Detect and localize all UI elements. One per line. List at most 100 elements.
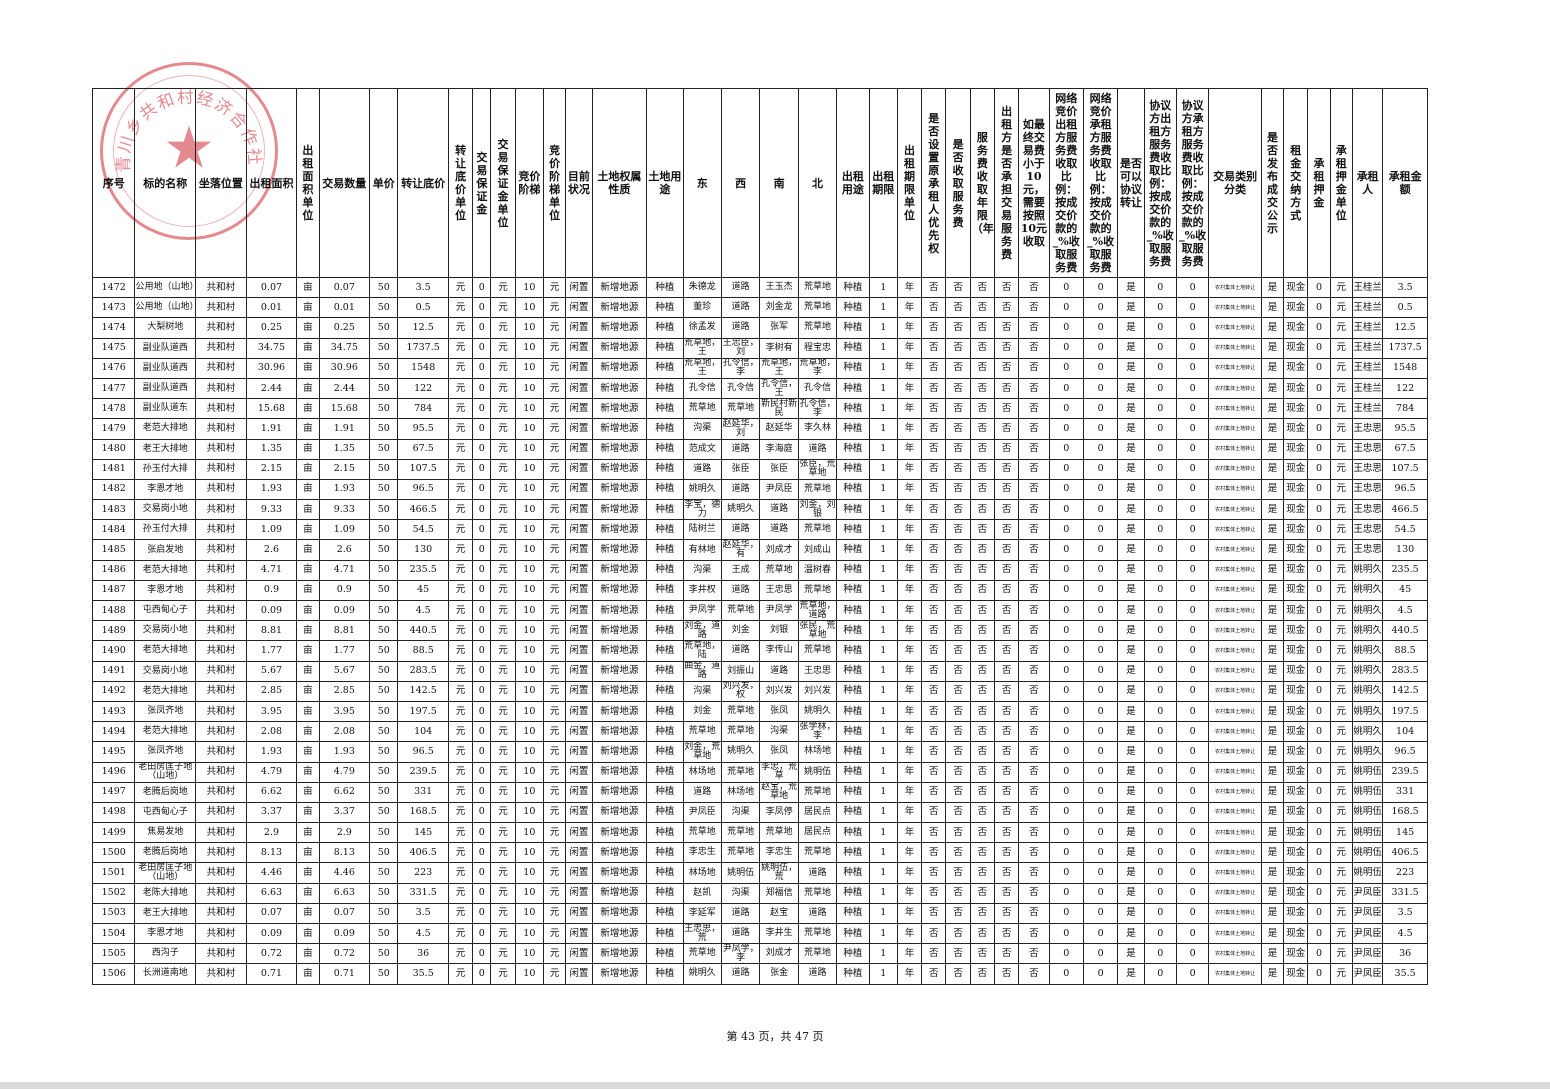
category-cell: 农村集体土地转让 <box>1208 317 1262 339</box>
name-cell: 老田房匡子地（山地） <box>134 761 197 783</box>
location-cell: 共和村 <box>195 922 247 945</box>
east-cell: 荒草地 <box>682 398 722 420</box>
agree-lessee-ratio-cell: 0 <box>1175 640 1210 662</box>
reserve-price-cell: 54.5 <box>397 519 449 541</box>
agreement-transfer-cell: 是 <box>1117 640 1145 662</box>
rent-use-cell: 种植 <box>836 902 870 925</box>
quantity-cell: 2.85 <box>318 680 371 702</box>
online-lessor-ratio-cell: 0 <box>1048 317 1084 339</box>
west-cell: 沟渠 <box>720 801 761 824</box>
west-cell: 道路 <box>720 519 761 541</box>
north-cell: 荒草地 <box>797 478 838 501</box>
east-cell: 尹凤臣 <box>682 801 722 824</box>
category-cell: 农村集体土地转让 <box>1208 579 1262 602</box>
land-use-cell: 种植 <box>646 781 684 803</box>
term-unit-cell: 年 <box>896 579 923 602</box>
east-cell: 董珍 <box>682 297 722 319</box>
status-cell: 闲置 <box>565 458 593 480</box>
bid-step-unit-cell: 元 <box>542 478 567 501</box>
priority-cell: 否 <box>921 943 947 965</box>
publish-result-cell: 是 <box>1260 781 1285 803</box>
south-cell: 李忠，荒草 <box>759 761 799 783</box>
term-cell: 1 <box>868 317 898 339</box>
reserve-unit-cell: 元 <box>447 276 474 299</box>
term-cell: 1 <box>868 781 898 803</box>
lessee-cell: 姚明久 <box>1351 559 1384 581</box>
area-cell: 6.63 <box>245 882 298 904</box>
east-cell: 李井权 <box>682 579 722 602</box>
lease-deposit-unit-cell: 元 <box>1329 418 1353 440</box>
header-cell: 协议方出租方服务费收取比例：按成交价款的_%收取服务费 <box>1143 88 1177 278</box>
north-cell: 荒草地 <box>797 781 838 803</box>
area-cell: 2.44 <box>245 377 298 400</box>
deposit-unit-cell: 元 <box>490 539 516 561</box>
agreement-transfer-cell: 是 <box>1117 478 1145 501</box>
reserve-unit-cell: 元 <box>447 882 474 904</box>
amount-cell: 1737.5 <box>1382 337 1428 359</box>
seq-cell: 1481 <box>91 458 136 480</box>
agree-lessor-ratio-cell: 0 <box>1143 822 1177 844</box>
category-cell: 农村集体土地转让 <box>1208 822 1262 844</box>
name-cell: 李恩才地 <box>134 922 197 945</box>
north-cell: 王忠思 <box>797 660 838 682</box>
area-unit-cell: 亩 <box>296 680 320 702</box>
online-lessee-ratio-cell: 0 <box>1082 579 1119 602</box>
lease-deposit-unit-cell: 元 <box>1329 539 1353 561</box>
min-fee-cell: 否 <box>1018 620 1050 642</box>
online-lessee-ratio-cell: 0 <box>1082 801 1119 824</box>
ownership-cell: 新增地源 <box>591 539 648 561</box>
agree-lessor-ratio-cell: 0 <box>1143 478 1177 501</box>
quantity-cell: 34.75 <box>318 337 371 359</box>
west-cell: 荒草地 <box>720 822 761 844</box>
reserve-unit-cell: 元 <box>447 963 474 985</box>
term-cell: 1 <box>868 761 898 783</box>
min-fee-cell: 否 <box>1018 963 1050 985</box>
lessee-cell: 王桂兰 <box>1351 377 1384 400</box>
online-lessee-ratio-cell: 0 <box>1082 680 1119 702</box>
location-cell: 共和村 <box>195 438 247 460</box>
east-cell: 荒草地，王 <box>682 337 722 359</box>
area-cell: 2.9 <box>245 822 298 844</box>
ownership-cell: 新增地源 <box>591 680 648 702</box>
ownership-cell: 新增地源 <box>591 943 648 965</box>
west-cell: 道路 <box>720 902 761 925</box>
term-unit-cell: 年 <box>896 700 923 723</box>
lease-deposit-cell: 0 <box>1307 700 1331 723</box>
agree-lessor-ratio-cell: 0 <box>1143 700 1177 723</box>
reserve-unit-cell: 元 <box>447 680 474 702</box>
area-cell: 1.91 <box>245 418 298 440</box>
rent-use-cell: 种植 <box>836 963 870 985</box>
quantity-cell: 3.95 <box>318 700 371 723</box>
rent-use-cell: 种植 <box>836 620 870 642</box>
publish-result-cell: 是 <box>1260 922 1285 945</box>
online-lessor-ratio-cell: 0 <box>1048 721 1084 743</box>
reserve-price-cell: 67.5 <box>397 438 449 460</box>
header-cell: 土地权属性质 <box>591 88 648 278</box>
amount-cell: 130 <box>1382 539 1428 561</box>
agree-lessee-ratio-cell: 0 <box>1175 337 1210 359</box>
term-unit-cell: 年 <box>896 640 923 662</box>
bid-step-unit-cell: 元 <box>542 862 567 884</box>
online-lessor-ratio-cell: 0 <box>1048 761 1084 783</box>
rent-use-cell: 种植 <box>836 700 870 723</box>
location-cell: 共和村 <box>195 377 247 400</box>
location-cell: 共和村 <box>195 882 247 904</box>
lease-deposit-cell: 0 <box>1307 377 1331 400</box>
agree-lessor-ratio-cell: 0 <box>1143 761 1177 783</box>
south-cell: 张凤 <box>759 741 799 763</box>
payment-cell: 现金 <box>1283 377 1309 400</box>
lessor-bears-fee-cell: 否 <box>993 297 1020 319</box>
category-cell: 农村集体土地转让 <box>1208 922 1262 945</box>
charge-fee-cell: 否 <box>945 922 971 945</box>
seq-cell: 1493 <box>91 700 136 723</box>
lessor-bears-fee-cell: 否 <box>993 599 1020 622</box>
agree-lessor-ratio-cell: 0 <box>1143 882 1177 904</box>
bid-step-unit-cell: 元 <box>542 539 567 561</box>
payment-cell: 现金 <box>1283 297 1309 319</box>
north-cell: 荒草地，李 <box>797 357 838 379</box>
term-unit-cell: 年 <box>896 741 923 763</box>
term-cell: 1 <box>868 377 898 400</box>
bid-step-cell: 10 <box>514 640 545 662</box>
name-cell: 老王大排地 <box>134 902 197 925</box>
amount-cell: 12.5 <box>1382 317 1428 339</box>
